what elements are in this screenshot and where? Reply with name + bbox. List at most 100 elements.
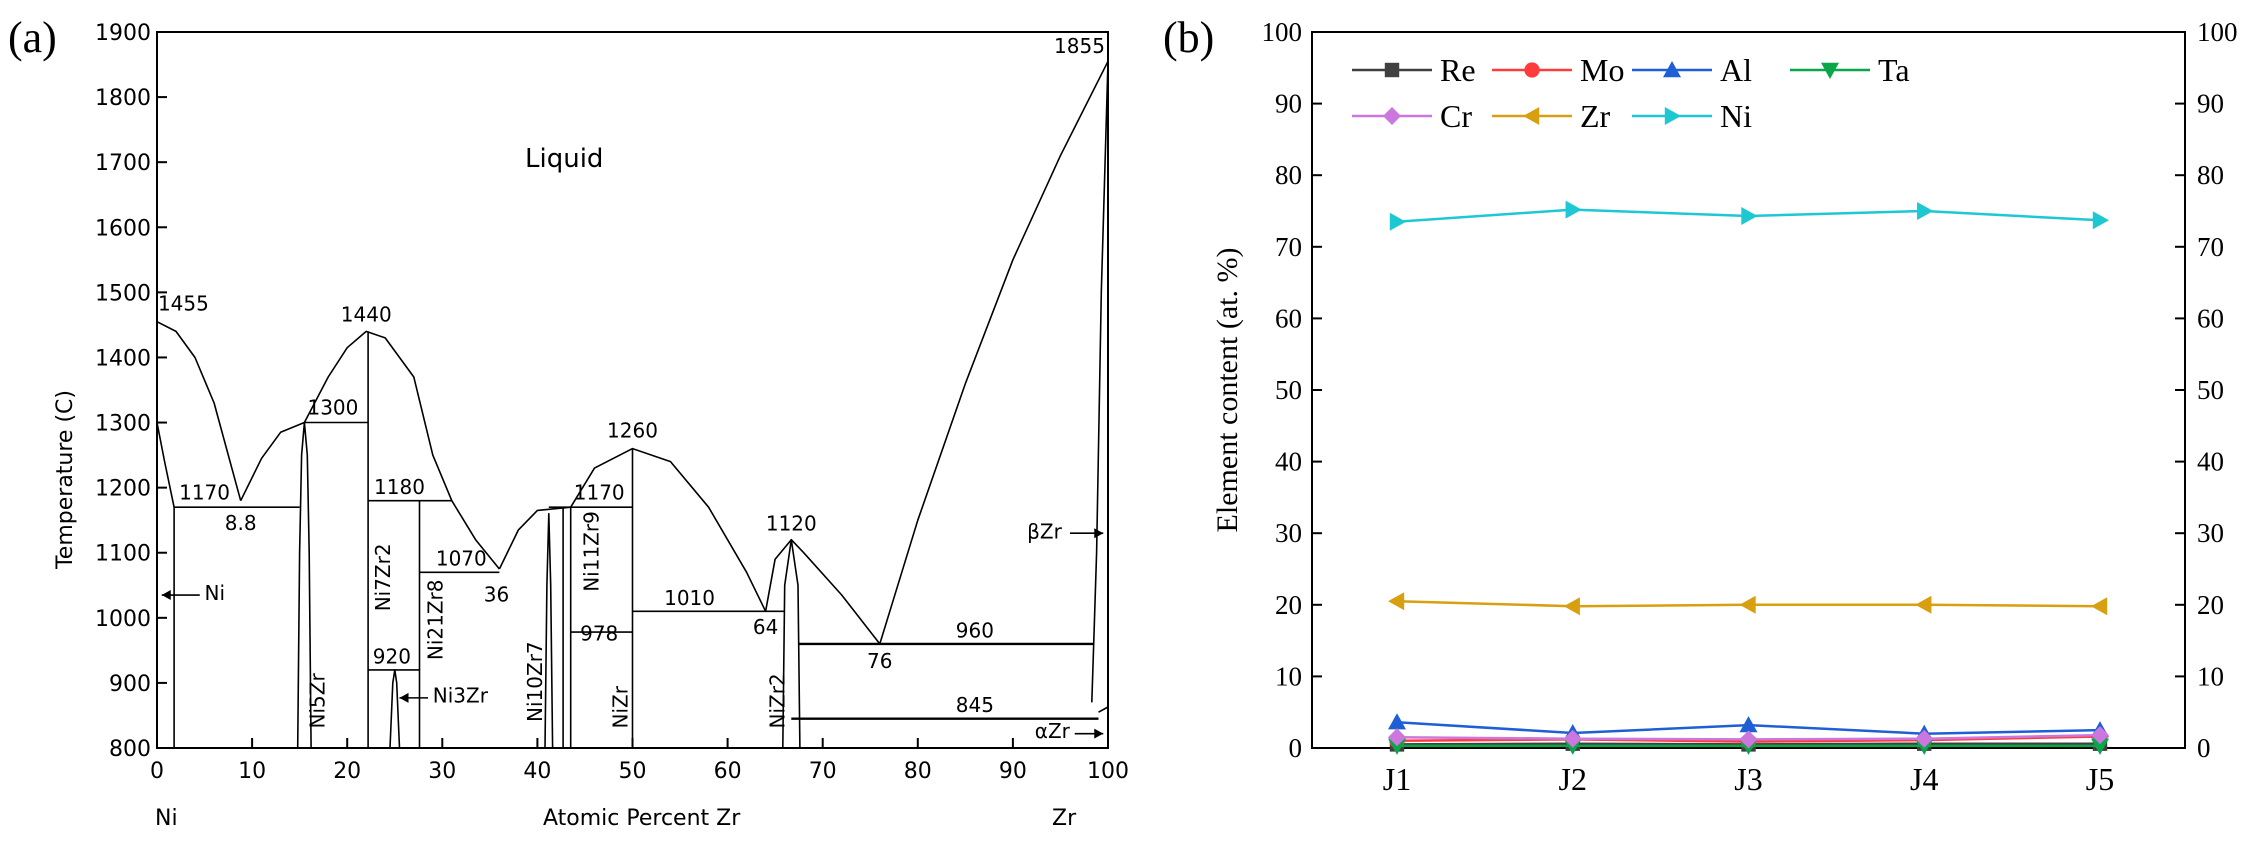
point-zr-j1 [1388, 592, 1405, 611]
point-zr-j2 [1563, 597, 1580, 616]
temperature-label-1300: 1300 [307, 396, 358, 420]
left-y-tick-label-100: 100 [1262, 17, 1303, 47]
composition-label-76: 76 [867, 649, 892, 673]
temperature-label-978: 978 [580, 622, 618, 646]
phase-label-αzr: αZr [1035, 719, 1071, 743]
y-tick-label-800: 800 [109, 737, 151, 762]
y-tick-label-1300: 1300 [95, 412, 151, 437]
point-cr-j5 [2091, 726, 2109, 745]
right-y-tick-label-60: 60 [2197, 303, 2224, 333]
alpha-zr-arrow-head [1094, 728, 1104, 739]
legend-label-re: Re [1440, 52, 1476, 88]
phase-label-ni7zr2: Ni7Zr2 [371, 543, 395, 611]
temperature-label-845: 845 [956, 693, 994, 717]
x-tick-label-10: 10 [238, 759, 266, 784]
temperature-label-1070: 1070 [436, 547, 487, 571]
right-y-tick-label-10: 10 [2197, 661, 2224, 691]
composition-label-36: 36 [484, 583, 509, 607]
x-tick-label-j5: J5 [2086, 761, 2114, 797]
point-zr-j5 [2091, 597, 2108, 616]
right-y-tick-label-80: 80 [2197, 160, 2224, 190]
y-tick-label-1000: 1000 [95, 607, 151, 632]
legend-label-cr: Cr [1440, 98, 1472, 134]
alpha-zr-boundary [1098, 706, 1109, 713]
right-y-tick-label-40: 40 [2197, 447, 2224, 477]
phase-boundaries [156, 60, 1109, 749]
nizr2-phase-boundary [782, 538, 801, 749]
y-tick-label-1900: 1900 [95, 21, 151, 46]
liquidus-8-15 [239, 421, 305, 502]
series-ni [1389, 200, 2109, 231]
left-y-tick-label-20: 20 [1275, 590, 1302, 620]
x-tick-label-j3: J3 [1734, 761, 1762, 797]
legend-label-mo: Mo [1580, 52, 1624, 88]
point-al-j3 [1739, 716, 1758, 733]
line-chart-x-ticks: J1 J2 J3 J4 J5 [1383, 738, 2114, 797]
liquidus-zr-side [879, 60, 1109, 645]
point-ni-j4 [1917, 202, 1934, 220]
legend-item-ni: Ni [1632, 98, 1752, 134]
point-ni-j5 [2092, 211, 2109, 230]
left-y-tick-label-10: 10 [1275, 661, 1302, 691]
x-tick-label-80: 80 [904, 759, 932, 784]
left-y-tick-label-60: 60 [1275, 303, 1302, 333]
phase-label-ni: Ni [205, 581, 226, 605]
x-tick-label-90: 90 [999, 759, 1027, 784]
legend-marker-cr [1383, 107, 1401, 125]
phase-diagram-y-ticks: 800 900 1000 1100 1200 1300 1400 1500 1600 1700 18… [95, 21, 167, 762]
y-tick-label-1400: 1400 [95, 346, 151, 371]
left-y-tick-label-50: 50 [1275, 375, 1302, 405]
point-cr-j1 [1388, 728, 1406, 747]
legend-marker-al [1663, 61, 1681, 78]
temperature-label-1170: 1170 [574, 480, 625, 504]
right-y-tick-label-20: 20 [2197, 590, 2224, 620]
temperature-label-1170: 1170 [179, 480, 230, 504]
legend-marker-mo [1524, 62, 1540, 78]
right-end-label: Zr [1052, 806, 1077, 831]
phase-diagram-x-ticks: 0 10 20 30 40 50 60 70 80 90 100 [150, 738, 1129, 784]
phase-diagram-panel: (a) 0 10 20 30 40 50 60 70 80 90 100 800 900 1000 110… [8, 13, 1129, 831]
legend-label-ni: Ni [1720, 98, 1752, 134]
temperature-label-960: 960 [956, 618, 994, 642]
y-tick-label-1700: 1700 [95, 151, 151, 176]
right-y-tick-label-100: 100 [2197, 17, 2238, 47]
phase-label-ni3zr: Ni3Zr [433, 683, 489, 707]
legend-item-al: Al [1632, 52, 1752, 88]
legend-label-zr: Zr [1580, 98, 1611, 134]
right-y-tick-label-70: 70 [2197, 232, 2224, 262]
y-tick-label-1600: 1600 [95, 216, 151, 241]
x-tick-label-20: 20 [333, 759, 361, 784]
point-ni-j3 [1741, 207, 1758, 226]
left-y-tick-label-0: 0 [1289, 733, 1303, 763]
x-tick-label-30: 30 [428, 759, 456, 784]
left-y-tick-label-70: 70 [1275, 232, 1302, 262]
phase-label-ni11zr9: Ni11Zr9 [579, 511, 603, 592]
line-chart-series [1388, 200, 2109, 755]
left-y-tick-label-40: 40 [1275, 447, 1302, 477]
right-y-tick-label-90: 90 [2197, 89, 2224, 119]
beta-zr-arrow-head [1094, 528, 1104, 539]
point-cr-j2 [1563, 729, 1582, 748]
point-zr-j3 [1739, 595, 1756, 614]
liquidus-ni7zr2 [303, 330, 501, 570]
element-content-panel: (b) 0 0 10 10 20 20 30 30 40 40 50 50 60 60 70 70 80 80 90… [1163, 13, 2238, 797]
composition-label-64: 64 [753, 615, 778, 639]
panel-b-label: (b) [1163, 13, 1214, 62]
legend-label-ta: Ta [1878, 52, 1910, 88]
phase-diagram-x-axis-label: Atomic Percent Zr [543, 806, 741, 831]
point-cr-j3 [1739, 730, 1758, 749]
legend-item-re: Re [1352, 52, 1476, 88]
x-tick-label-100: 100 [1087, 759, 1129, 784]
left-y-tick-label-80: 80 [1275, 160, 1302, 190]
x-tick-label-j1: J1 [1383, 761, 1411, 797]
legend-marker-re [1384, 62, 1400, 78]
right-y-tick-label-30: 30 [2197, 518, 2224, 548]
x-tick-label-j4: J4 [1910, 761, 1938, 797]
legend-marker-zr [1523, 107, 1540, 125]
temperature-label-1855: 1855 [1054, 34, 1105, 58]
phase-diagram-annotations: 1455 1440 1300 1260 1855 1180 1170 1170 1120 1070… [158, 34, 1105, 743]
legend-item-cr: Cr [1352, 98, 1472, 134]
y-tick-label-1100: 1100 [95, 542, 151, 567]
legend-item-ta: Ta [1790, 52, 1910, 88]
